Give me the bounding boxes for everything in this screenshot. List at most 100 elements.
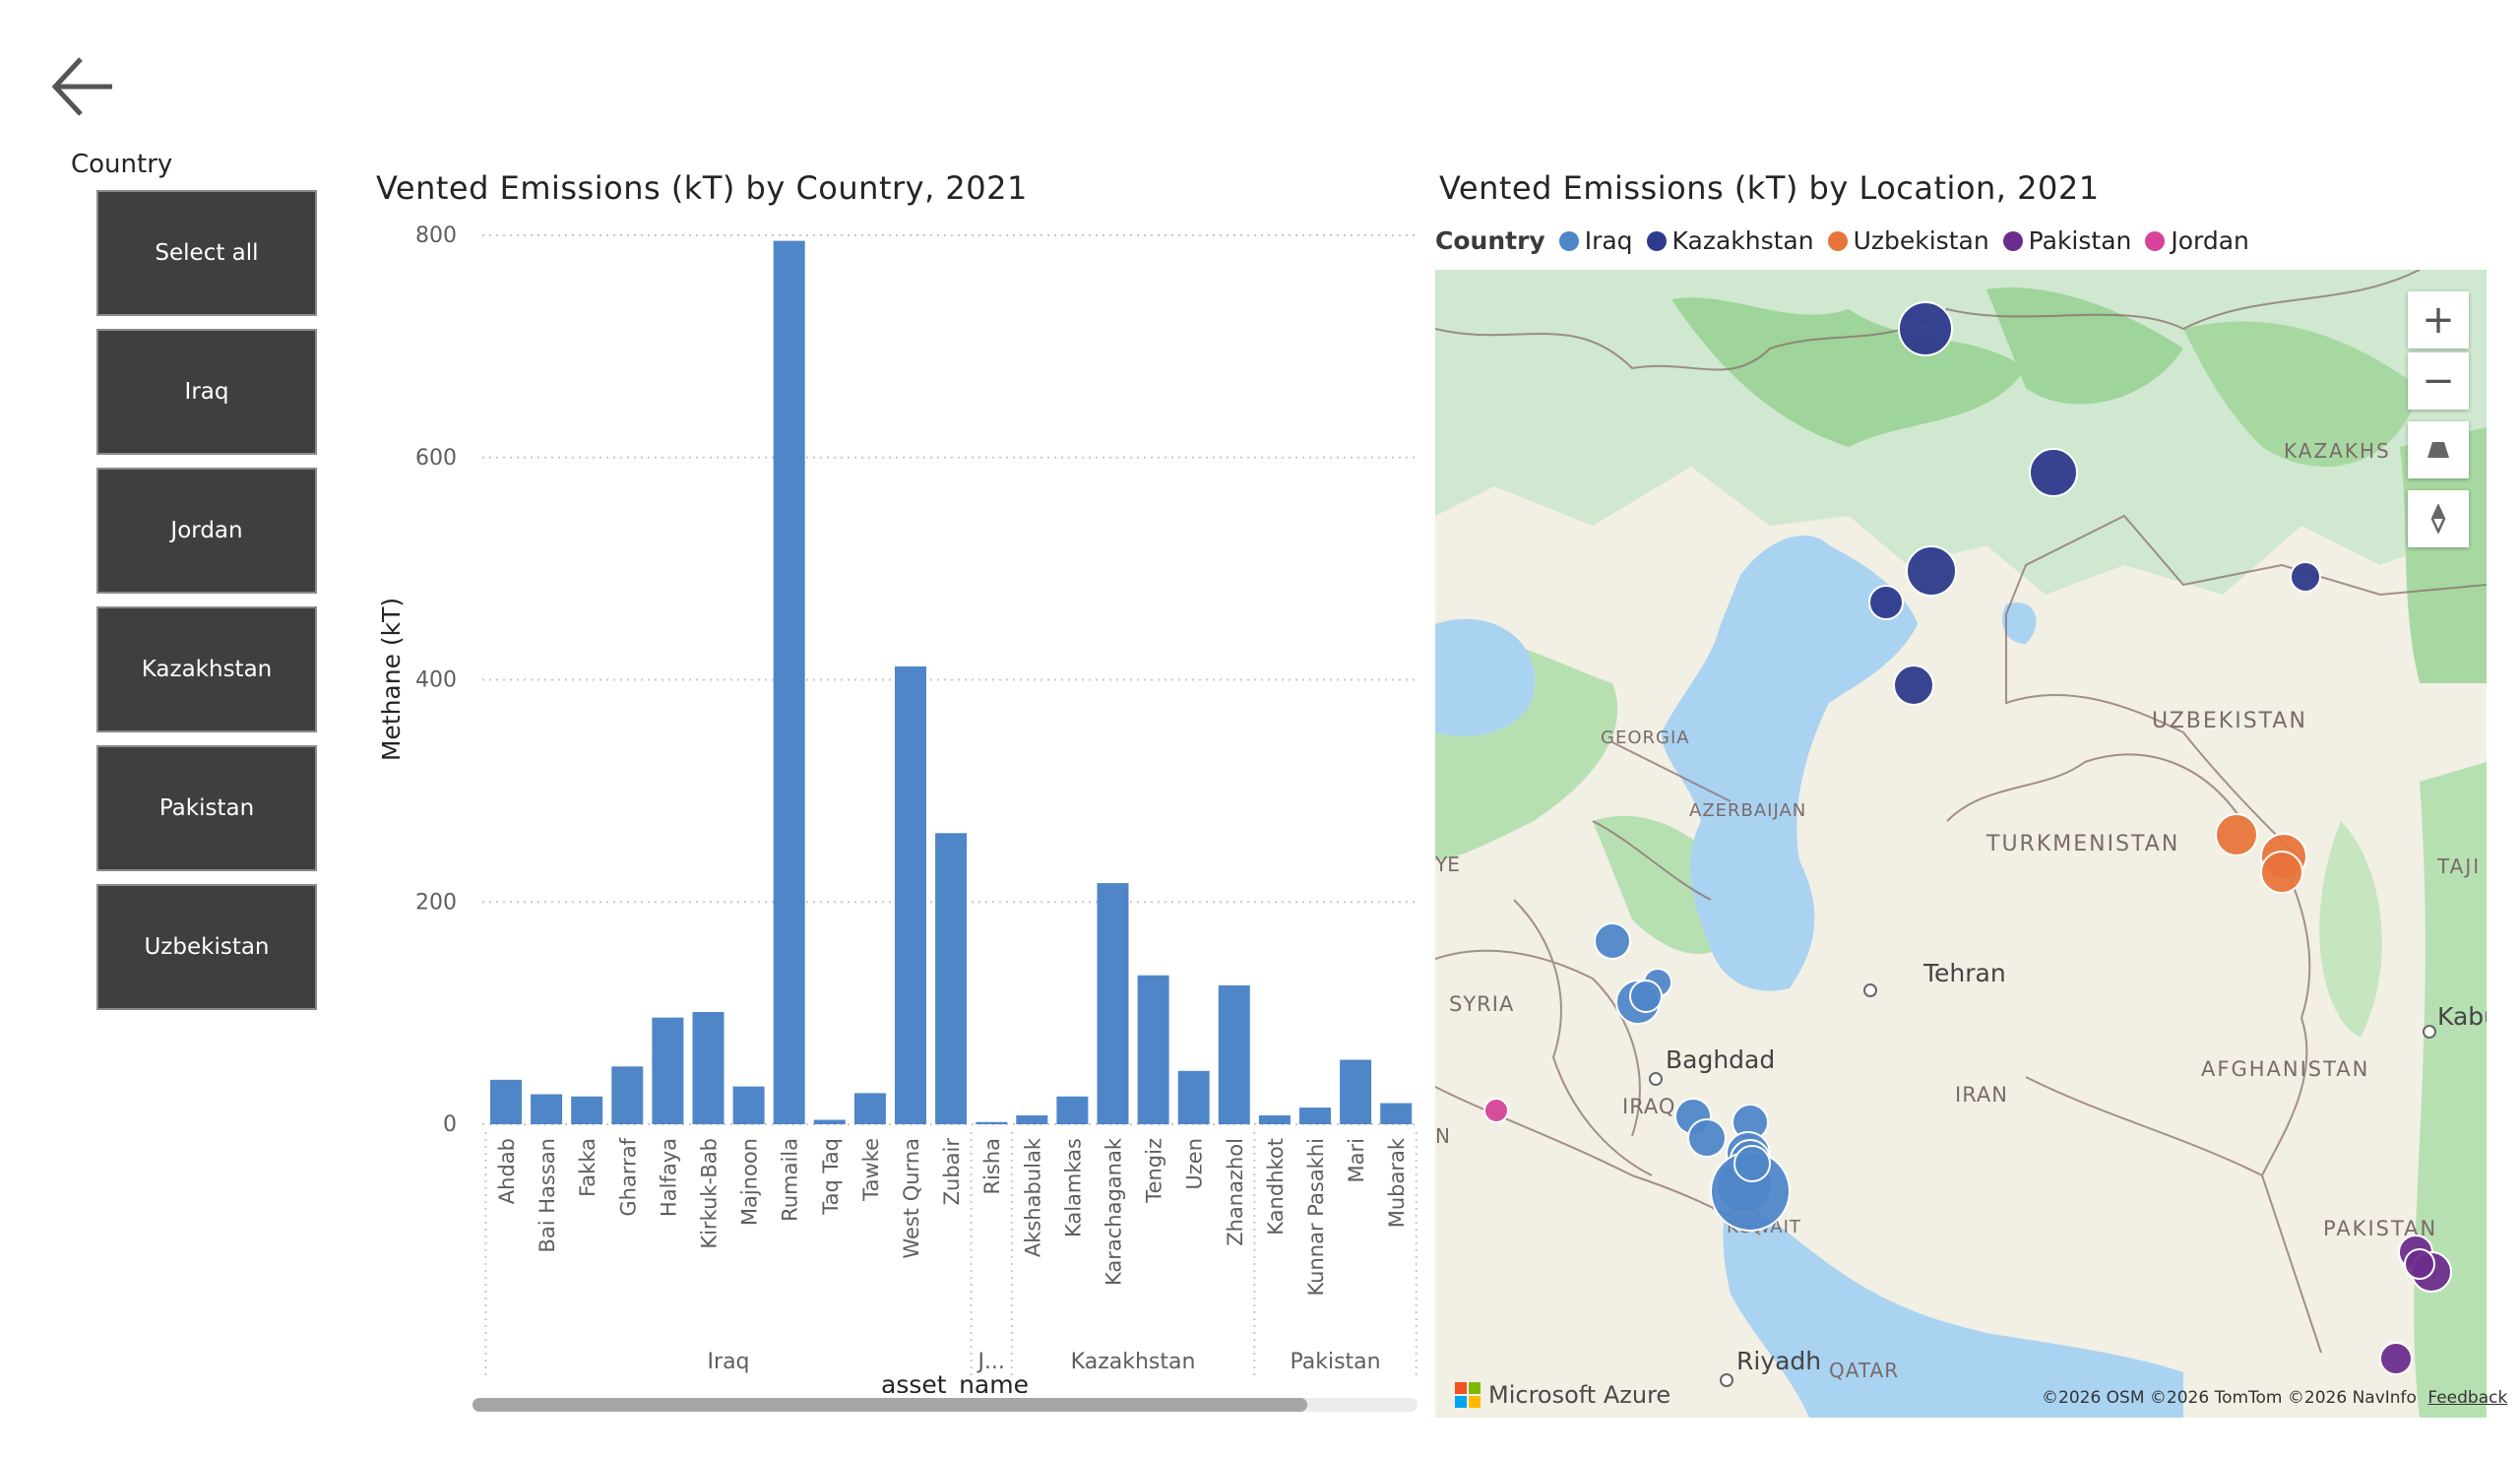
bar[interactable] <box>1097 883 1129 1124</box>
legend-item-kazakhstan[interactable]: Kazakhstan <box>1646 226 1814 255</box>
legend-item-iraq[interactable]: Iraq <box>1558 226 1633 255</box>
x-tick-label: Tengiz <box>1143 1138 1166 1204</box>
tilt-button[interactable] <box>2408 421 2469 478</box>
x-tick-label: Zhanazhol <box>1224 1138 1247 1246</box>
zoom-in-button[interactable]: + <box>2408 291 2469 348</box>
map-label-afghanistan: AFGHANISTAN <box>2201 1057 2370 1081</box>
bubble-iraq[interactable] <box>1733 1145 1771 1182</box>
bar[interactable] <box>732 1086 765 1124</box>
x-tick-label: Taq Taq <box>819 1138 843 1216</box>
bar[interactable] <box>1056 1096 1089 1124</box>
feedback-link[interactable]: Feedback <box>2427 1388 2508 1408</box>
legend-item-uzbekistan[interactable]: Uzbekistan <box>1827 226 1989 255</box>
x-tick-label: Fakka <box>576 1138 599 1197</box>
bar[interactable] <box>813 1119 846 1124</box>
bar[interactable] <box>692 1011 724 1124</box>
bubble-iraq[interactable] <box>1594 922 1631 960</box>
bar[interactable] <box>611 1066 644 1124</box>
slicer-option-jordan[interactable]: Jordan <box>96 468 317 594</box>
legend-item-pakistan[interactable]: Pakistan <box>2002 226 2132 255</box>
x-tick-label: Risha <box>980 1138 1004 1195</box>
bubble-uzbekistan[interactable] <box>2215 813 2258 856</box>
map-label-ye: YE <box>1435 853 1460 876</box>
x-tick-label: Gharraf <box>616 1137 640 1216</box>
bar[interactable] <box>895 665 926 1124</box>
x-tick-label: Halfaya <box>657 1138 680 1217</box>
y-tick-label: 600 <box>415 446 457 471</box>
legend-label: Iraq <box>1584 226 1633 255</box>
bar[interactable] <box>1380 1103 1413 1124</box>
map-label-iraq: IRAQ <box>1622 1095 1676 1118</box>
x-axis-label: asset_name <box>881 1370 1029 1393</box>
x-group-label: Iraq <box>708 1350 750 1374</box>
bar[interactable] <box>571 1096 603 1124</box>
bar[interactable] <box>976 1121 1008 1124</box>
bar[interactable] <box>1299 1108 1331 1124</box>
compass-button[interactable] <box>2408 490 2469 547</box>
map-bubbles <box>1483 301 2452 1375</box>
bar[interactable] <box>1218 984 1250 1124</box>
map-legend: Country Iraq Kazakhstan Uzbekistan Pakis… <box>1435 226 2263 255</box>
y-tick-label: 800 <box>415 223 457 248</box>
x-tick-label: Kalamkas <box>1061 1138 1085 1237</box>
map-canvas[interactable]: KAZAKHS UZBEKISTAN GEORGIA AZERBAIJAN TU… <box>1435 270 2487 1418</box>
map-label-azerbaijan: AZERBAIJAN <box>1689 800 1807 821</box>
y-axis-label: Methane (kT) <box>377 598 406 761</box>
slicer-title: Country <box>71 150 173 179</box>
bar[interactable] <box>1016 1114 1048 1124</box>
x-group-label: Pakistan <box>1290 1350 1380 1374</box>
x-tick-label: Rumaila <box>779 1138 802 1222</box>
slicer-option-iraq[interactable]: Iraq <box>96 329 317 455</box>
bubble-kazakhstan[interactable] <box>1868 585 1904 620</box>
bubble-iraq[interactable] <box>1629 980 1663 1013</box>
bar[interactable] <box>490 1079 522 1124</box>
bubble-iraq[interactable] <box>1687 1118 1727 1158</box>
bar[interactable] <box>1137 975 1169 1124</box>
bar[interactable] <box>935 833 968 1124</box>
legend-dot-uzbekistan <box>1827 230 1848 251</box>
tilt-icon <box>2427 442 2449 458</box>
x-tick-label: West Qurna <box>900 1138 923 1259</box>
slicer-option-kazakhstan[interactable]: Kazakhstan <box>96 606 317 732</box>
bar[interactable] <box>1258 1114 1291 1124</box>
x-tick-label: Kunnar Pasakhi <box>1304 1138 1328 1297</box>
x-tick-label: Mari <box>1345 1138 1368 1182</box>
bar[interactable] <box>531 1094 563 1124</box>
legend-dot-pakistan <box>2002 230 2023 251</box>
bubble-pakistan[interactable] <box>2404 1248 2435 1280</box>
bar[interactable] <box>1177 1070 1210 1124</box>
chart-scrollbar-thumb[interactable] <box>472 1398 1307 1412</box>
slicer-option-uzbekistan[interactable]: Uzbekistan <box>96 884 317 1010</box>
bubble-pakistan[interactable] <box>2379 1342 2413 1375</box>
bubble-kazakhstan[interactable] <box>1898 301 1953 356</box>
zoom-out-button[interactable]: − <box>2408 352 2469 410</box>
legend-label: Pakistan <box>2028 226 2132 255</box>
bar-chart-title: Vented Emissions (kT) by Country, 2021 <box>376 169 1028 207</box>
legend-dot-jordan <box>2145 230 2166 251</box>
map-label-iran: IRAN <box>1955 1083 2009 1107</box>
bubble-kazakhstan[interactable] <box>2029 448 2078 497</box>
x-tick-label: Zubair <box>940 1138 964 1206</box>
legend-item-jordan[interactable]: Jordan <box>2145 226 2249 255</box>
x-group-label: Kazakhstan <box>1071 1350 1196 1374</box>
bubble-kazakhstan[interactable] <box>1906 545 1957 597</box>
bubble-uzbekistan[interactable] <box>2260 851 2303 894</box>
map-label-kazakhs: KAZAKHS <box>2284 439 2391 463</box>
bar[interactable] <box>853 1093 886 1124</box>
attribution-text: Microsoft Azure <box>1488 1381 1671 1409</box>
back-button[interactable] <box>47 49 122 124</box>
map-label-syria: SYRIA <box>1449 992 1515 1016</box>
slicer-option-pakistan[interactable]: Pakistan <box>96 745 317 871</box>
map-label-taji: TAJI <box>2437 855 2482 878</box>
copyright-text: ©2026 OSM ©2026 TomTom ©2026 NavInfo <box>2042 1388 2417 1408</box>
bubble-jordan[interactable] <box>1483 1098 1509 1123</box>
bubble-kazakhstan[interactable] <box>2290 561 2321 593</box>
bar[interactable] <box>652 1017 684 1124</box>
legend-title: Country <box>1435 226 1545 255</box>
bar[interactable] <box>773 240 805 1125</box>
bar[interactable] <box>1340 1059 1372 1124</box>
slicer-option-select-all[interactable]: Select all <box>96 190 317 316</box>
legend-dot-kazakhstan <box>1646 230 1667 251</box>
bubble-kazakhstan[interactable] <box>1893 665 1934 706</box>
x-tick-label: Kandhkot <box>1264 1138 1288 1235</box>
